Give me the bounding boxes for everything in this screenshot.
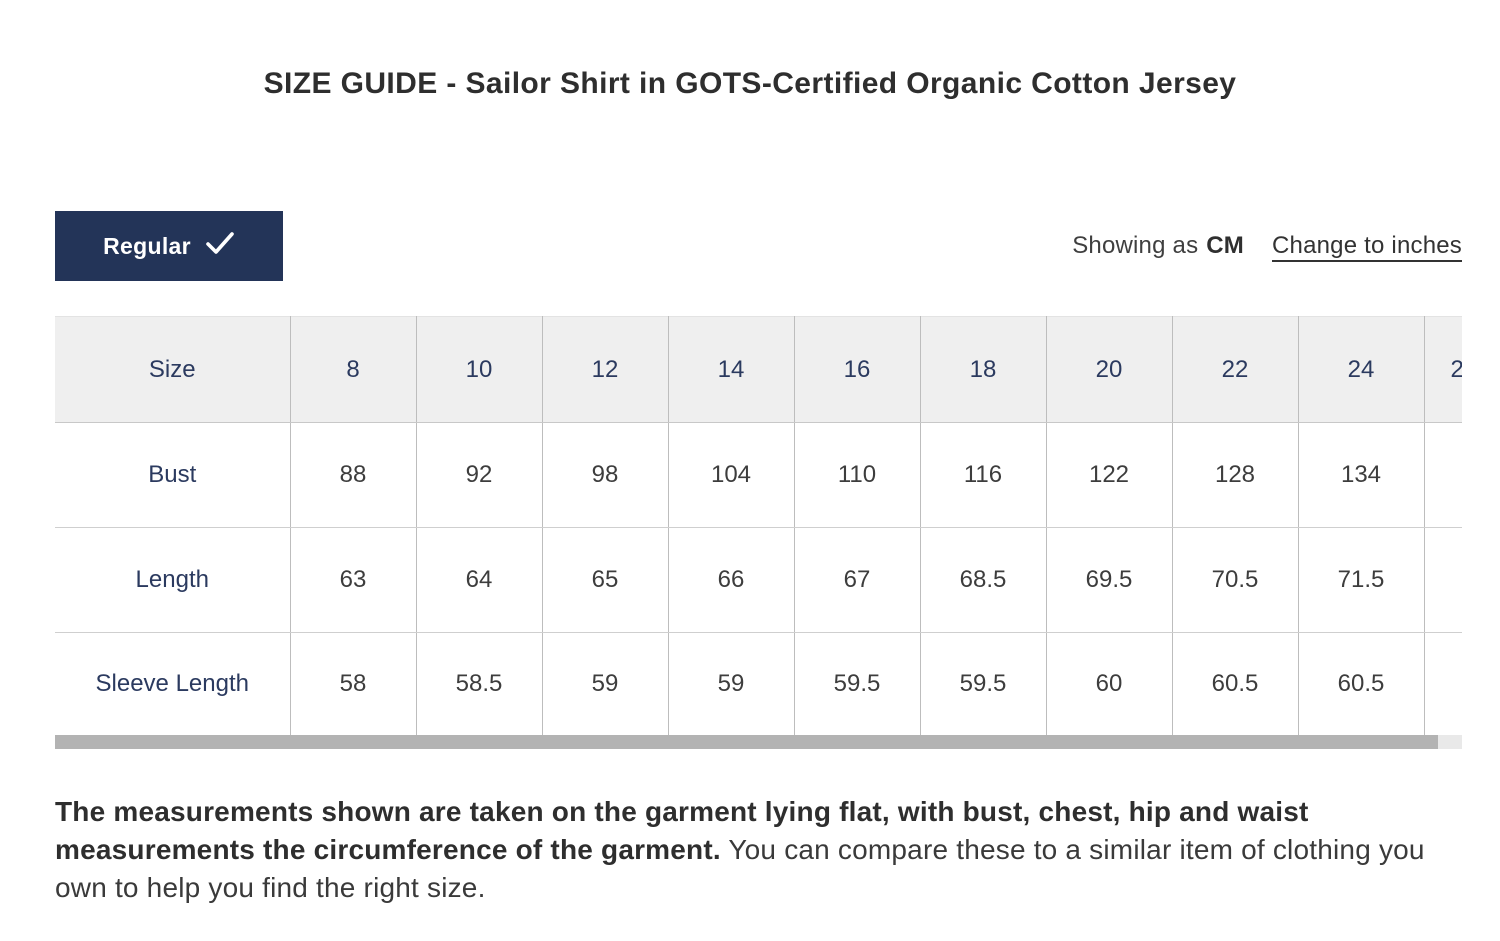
- measurement-label: Length: [55, 527, 291, 633]
- measurement-cell: 60.5: [1172, 632, 1299, 735]
- size-header-cell: 22: [1172, 316, 1299, 423]
- units-indicator: Showing as CM Change to inches: [1072, 232, 1462, 260]
- measurement-cell: 70.5: [1172, 527, 1299, 633]
- measurement-cell: 128: [1172, 422, 1299, 528]
- size-header-cell: 16: [794, 316, 921, 423]
- measurement-cell: 59.5: [794, 632, 921, 735]
- measurement-cell: 69.5: [1046, 527, 1173, 633]
- current-unit: CM: [1206, 232, 1244, 259]
- measurement-cell-clipped: [1424, 632, 1462, 735]
- measurement-cell: 104: [668, 422, 795, 528]
- size-table-viewport[interactable]: Size 8 10 12 14 16 18 20 22 24 2 Bust 88: [55, 316, 1462, 735]
- measurement-cell: 58: [290, 632, 417, 735]
- horizontal-scrollbar-track[interactable]: [55, 734, 1462, 749]
- measurement-cell: 98: [542, 422, 669, 528]
- measurement-cell-clipped: 7: [1424, 527, 1462, 633]
- size-header-cell-clipped: 2: [1424, 316, 1462, 423]
- size-header-cell: 12: [542, 316, 669, 423]
- measurement-cell: 66: [668, 527, 795, 633]
- page-title: SIZE GUIDE - Sailor Shirt in GOTS-Certif…: [263, 67, 1237, 100]
- table-row-bust: Bust 88 92 98 104 110 116 122 128 134 1: [55, 422, 1462, 528]
- size-table-header-row: Size 8 10 12 14 16 18 20 22 24 2: [55, 316, 1462, 423]
- measurement-label: Bust: [55, 422, 291, 528]
- measurement-note: The measurements shown are taken on the …: [55, 793, 1447, 907]
- controls-row: Regular Showing as CM Change to inches: [55, 211, 1462, 281]
- measurement-cell: 68.5: [920, 527, 1047, 633]
- measurement-cell: 64: [416, 527, 543, 633]
- units-prefix: Showing as: [1072, 232, 1199, 259]
- size-header-cell: 14: [668, 316, 795, 423]
- measurement-cell: 110: [794, 422, 921, 528]
- measurement-label: Sleeve Length: [55, 632, 291, 735]
- fit-regular-label: Regular: [103, 232, 191, 259]
- measurement-note-bold: The measurements shown are taken on the …: [55, 795, 1309, 865]
- measurement-cell: 71.5: [1298, 527, 1425, 633]
- measurement-cell: 67: [794, 527, 921, 633]
- size-header-cell: 8: [290, 316, 417, 423]
- fit-regular-button[interactable]: Regular: [55, 211, 283, 281]
- measurement-cell: 58.5: [416, 632, 543, 735]
- measurement-cell: 59.5: [920, 632, 1047, 735]
- check-icon: [205, 230, 235, 256]
- size-header-label: Size: [55, 316, 291, 423]
- size-header-cell: 24: [1298, 316, 1425, 423]
- change-to-inches-link[interactable]: Change to inches: [1272, 232, 1462, 259]
- measurement-cell: 134: [1298, 422, 1425, 528]
- size-header-cell: 18: [920, 316, 1047, 423]
- measurement-cell: 88: [290, 422, 417, 528]
- measurement-cell: 92: [416, 422, 543, 528]
- table-row-length: Length 63 64 65 66 67 68.5 69.5 70.5 71.…: [55, 527, 1462, 633]
- measurement-cell: 65: [542, 527, 669, 633]
- size-table: Size 8 10 12 14 16 18 20 22 24 2 Bust 88: [55, 316, 1462, 735]
- measurement-cell: 59: [668, 632, 795, 735]
- size-header-cell: 10: [416, 316, 543, 423]
- measurement-cell: 122: [1046, 422, 1173, 528]
- measurement-cell-clipped: 1: [1424, 422, 1462, 528]
- measurement-cell: 60: [1046, 632, 1173, 735]
- measurement-cell: 116: [920, 422, 1047, 528]
- measurement-cell: 60.5: [1298, 632, 1425, 735]
- measurement-cell: 63: [290, 527, 417, 633]
- horizontal-scrollbar-thumb[interactable]: [55, 734, 1438, 749]
- measurement-cell: 59: [542, 632, 669, 735]
- measurement-note-regular: You can compare these to a similar item …: [55, 833, 1425, 903]
- table-row-sleeve-length: Sleeve Length 58 58.5 59 59 59.5 59.5 60…: [55, 632, 1462, 735]
- size-header-cell: 20: [1046, 316, 1173, 423]
